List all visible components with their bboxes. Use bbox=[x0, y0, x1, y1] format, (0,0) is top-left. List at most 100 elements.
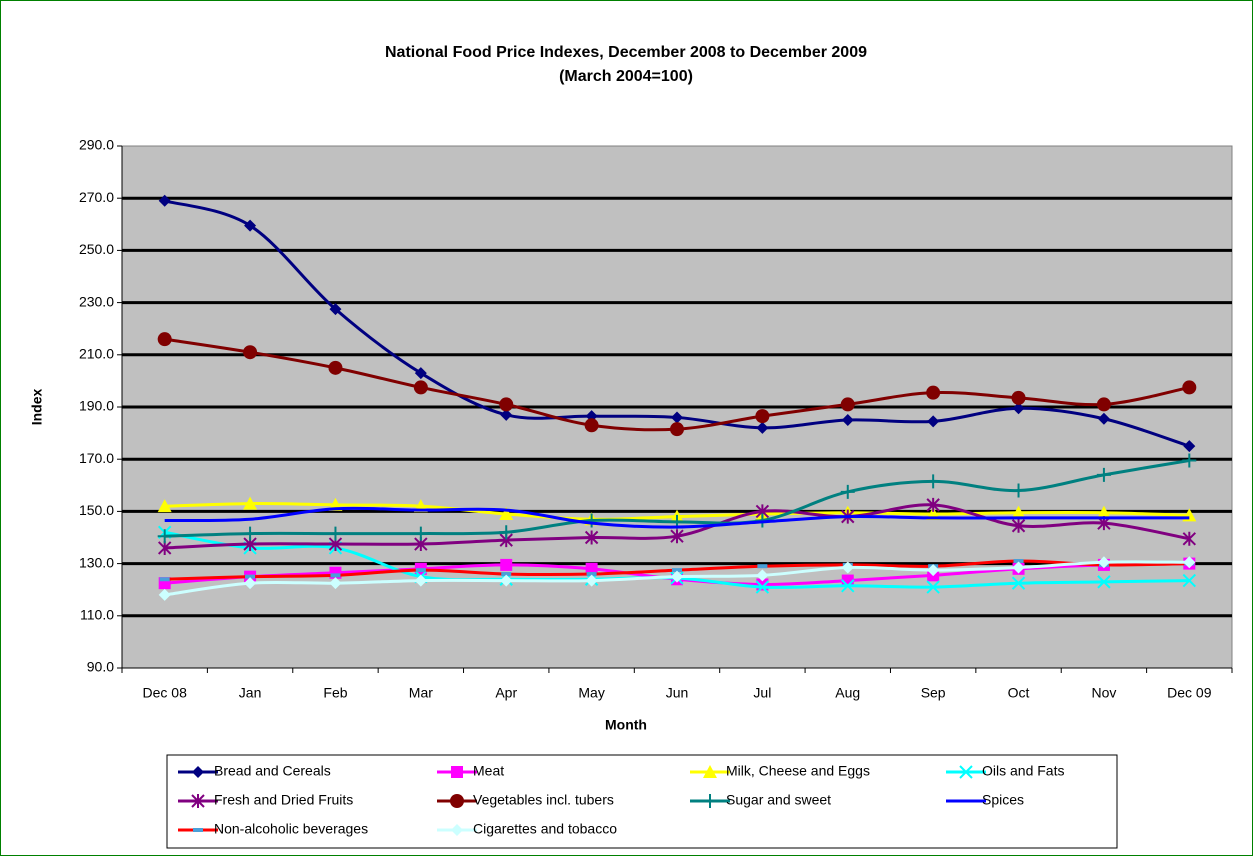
x-axis-label: Month bbox=[605, 717, 647, 733]
marker bbox=[159, 577, 170, 582]
marker bbox=[840, 484, 855, 499]
chart-subtitle: (March 2004=100) bbox=[559, 68, 693, 85]
marker bbox=[1011, 518, 1026, 533]
marker bbox=[926, 580, 940, 594]
marker bbox=[499, 507, 514, 521]
marker bbox=[584, 530, 599, 545]
series bbox=[158, 556, 1196, 601]
marker bbox=[1011, 576, 1026, 590]
y-tick-label: 110.0 bbox=[80, 607, 114, 623]
y-tick-label: 90.0 bbox=[87, 659, 114, 675]
marker bbox=[330, 573, 341, 578]
marker bbox=[1182, 531, 1197, 546]
marker bbox=[500, 558, 513, 571]
marker bbox=[1096, 397, 1111, 412]
marker bbox=[450, 794, 464, 808]
marker bbox=[756, 421, 769, 434]
marker bbox=[329, 303, 342, 316]
series-line bbox=[164, 506, 1190, 529]
y-tick-label: 270.0 bbox=[79, 189, 114, 205]
x-tick-label: Jan bbox=[239, 685, 262, 701]
chart-title: National Food Price Indexes, December 20… bbox=[385, 44, 867, 61]
x-tick-label: Dec 09 bbox=[1167, 685, 1212, 701]
legend-label: Meat bbox=[473, 763, 504, 779]
marker bbox=[451, 766, 463, 778]
marker bbox=[670, 529, 684, 544]
marker bbox=[158, 588, 171, 601]
marker bbox=[671, 570, 683, 583]
marker bbox=[671, 411, 683, 424]
y-tick-label: 150.0 bbox=[79, 502, 114, 518]
marker bbox=[328, 360, 343, 375]
marker bbox=[413, 526, 428, 541]
x-tick-label: Jun bbox=[666, 685, 689, 701]
series bbox=[158, 194, 1196, 453]
marker bbox=[756, 569, 769, 582]
marker bbox=[927, 415, 940, 428]
series bbox=[157, 332, 1197, 437]
marker bbox=[926, 474, 941, 489]
marker bbox=[192, 766, 204, 778]
marker bbox=[584, 513, 599, 528]
series bbox=[164, 506, 1190, 529]
marker bbox=[1011, 505, 1026, 519]
marker bbox=[840, 397, 855, 412]
marker bbox=[959, 765, 973, 779]
legend-label: Fresh and Dried Fruits bbox=[214, 792, 353, 808]
legend-label: Sugar and sweet bbox=[726, 792, 831, 808]
marker bbox=[243, 345, 258, 360]
marker bbox=[157, 529, 172, 544]
marker bbox=[755, 580, 770, 594]
legend-label: Non-alcoholic beverages bbox=[214, 821, 368, 837]
marker bbox=[757, 564, 768, 569]
marker bbox=[1096, 467, 1111, 482]
marker bbox=[193, 828, 203, 832]
marker bbox=[158, 194, 171, 207]
x-tick-label: Dec 08 bbox=[143, 685, 188, 701]
marker bbox=[451, 824, 463, 836]
marker bbox=[1183, 556, 1196, 569]
legend-label: Cigarettes and tobacco bbox=[473, 821, 617, 837]
x-tick-label: Aug bbox=[835, 685, 860, 701]
marker bbox=[703, 765, 717, 778]
marker bbox=[328, 526, 343, 541]
x-tick-label: Apr bbox=[495, 685, 517, 701]
marker bbox=[1012, 402, 1025, 415]
legend-label: Oils and Fats bbox=[982, 763, 1064, 779]
marker bbox=[243, 496, 258, 510]
marker bbox=[499, 525, 514, 540]
marker bbox=[1183, 440, 1196, 453]
marker bbox=[499, 397, 514, 412]
marker bbox=[243, 526, 258, 541]
marker bbox=[1182, 380, 1197, 395]
marker bbox=[414, 574, 427, 587]
marker bbox=[1011, 483, 1026, 498]
marker bbox=[157, 499, 172, 513]
marker bbox=[926, 497, 940, 512]
y-tick-label: 250.0 bbox=[79, 241, 114, 257]
marker bbox=[703, 794, 717, 808]
legend-label: Bread and Cereals bbox=[214, 763, 331, 779]
marker bbox=[1012, 561, 1025, 574]
marker bbox=[584, 418, 599, 433]
x-tick-label: Jul bbox=[753, 685, 771, 701]
marker bbox=[500, 408, 513, 421]
x-tick-label: Feb bbox=[323, 685, 347, 701]
marker bbox=[586, 572, 597, 577]
marker bbox=[1182, 573, 1197, 588]
y-tick-label: 210.0 bbox=[79, 346, 114, 362]
marker bbox=[841, 414, 854, 427]
x-tick-label: Sep bbox=[921, 685, 946, 701]
marker bbox=[329, 577, 342, 590]
marker bbox=[585, 574, 598, 587]
marker bbox=[670, 422, 684, 437]
marker bbox=[501, 572, 512, 577]
y-axis-label: Index bbox=[29, 389, 45, 426]
marker bbox=[157, 332, 172, 347]
marker bbox=[927, 564, 940, 577]
series bbox=[157, 453, 1197, 544]
marker bbox=[1013, 558, 1024, 563]
marker bbox=[157, 540, 172, 555]
marker bbox=[1182, 453, 1197, 468]
